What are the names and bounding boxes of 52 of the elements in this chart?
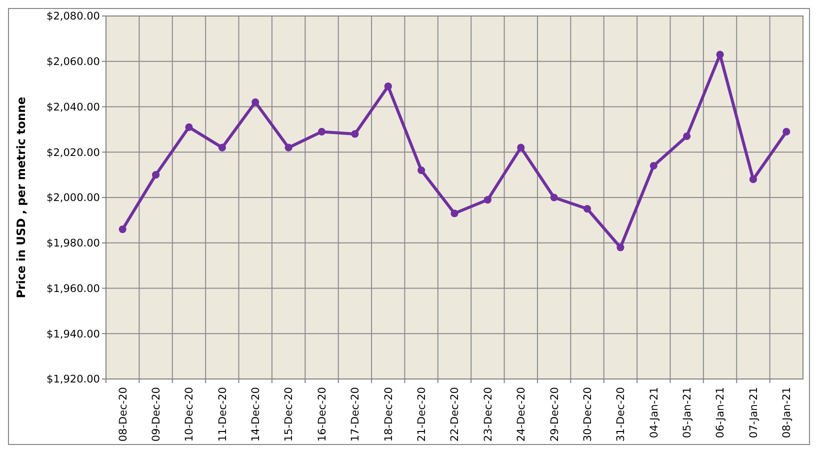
point <box>351 130 359 138</box>
point <box>583 205 592 213</box>
y-tick-label: $1,920.00 <box>46 374 100 386</box>
x-tick-label: 14-Dec-20 <box>250 387 262 442</box>
x-tick-label: 08-Jan-21 <box>781 387 794 438</box>
x-tick-label: 10-Dec-20 <box>184 387 196 442</box>
point <box>218 144 226 152</box>
y-axis-title: Price in USD , per metric tonne <box>14 96 28 298</box>
x-tick-label: 08-Dec-20 <box>117 387 130 442</box>
y-tick-label: $2,000.00 <box>46 192 100 204</box>
y-tick-label: $2,060.00 <box>46 56 100 68</box>
point <box>749 176 758 184</box>
x-tick-label: 29-Dec-20 <box>548 387 561 442</box>
y-tick-label: $2,020.00 <box>46 146 100 159</box>
x-tick-label: 07-Jan-21 <box>748 387 760 438</box>
y-tick-label: $1,980.00 <box>46 238 100 250</box>
point <box>650 162 658 170</box>
point <box>384 82 392 90</box>
y-tick-label: $1,940.00 <box>46 328 100 340</box>
x-tick-label: 17-Dec-20 <box>350 387 362 442</box>
x-tick-label: 06-Jan-21 <box>714 387 727 438</box>
y-tick-label: $2,080.00 <box>46 10 100 23</box>
point <box>517 144 525 152</box>
point <box>716 50 724 58</box>
x-tick-label: 31-Dec-20 <box>615 387 628 442</box>
x-tick-label: 15-Dec-20 <box>283 387 296 442</box>
point <box>782 128 790 136</box>
point <box>484 196 492 204</box>
x-tick-label: 23-Dec-20 <box>482 387 494 442</box>
x-tick-label: 21-Dec-20 <box>416 387 428 442</box>
y-tick-label: $2,040.00 <box>46 101 100 114</box>
x-tick-label: 22-Dec-20 <box>449 387 462 442</box>
point <box>418 166 426 174</box>
point <box>616 244 624 252</box>
x-tick-label: 16-Dec-20 <box>316 387 328 442</box>
x-tick-label: 11-Dec-20 <box>216 387 229 442</box>
x-tick-label: 09-Dec-20 <box>150 387 162 442</box>
point <box>550 194 558 202</box>
x-tick-label: 18-Dec-20 <box>382 387 395 442</box>
x-tick-label: 24-Dec-20 <box>516 387 528 442</box>
point <box>450 210 458 218</box>
point <box>118 225 126 234</box>
point <box>252 98 260 106</box>
y-tick-label: $1,960.00 <box>46 282 100 295</box>
point <box>185 123 193 131</box>
x-tick-label: 05-Jan-21 <box>682 387 694 438</box>
x-tick-label: 04-Jan-21 <box>648 387 660 438</box>
point <box>683 132 691 140</box>
x-tick-label: 30-Dec-20 <box>582 387 594 442</box>
point <box>284 144 292 152</box>
point <box>152 171 160 179</box>
point <box>318 128 326 136</box>
